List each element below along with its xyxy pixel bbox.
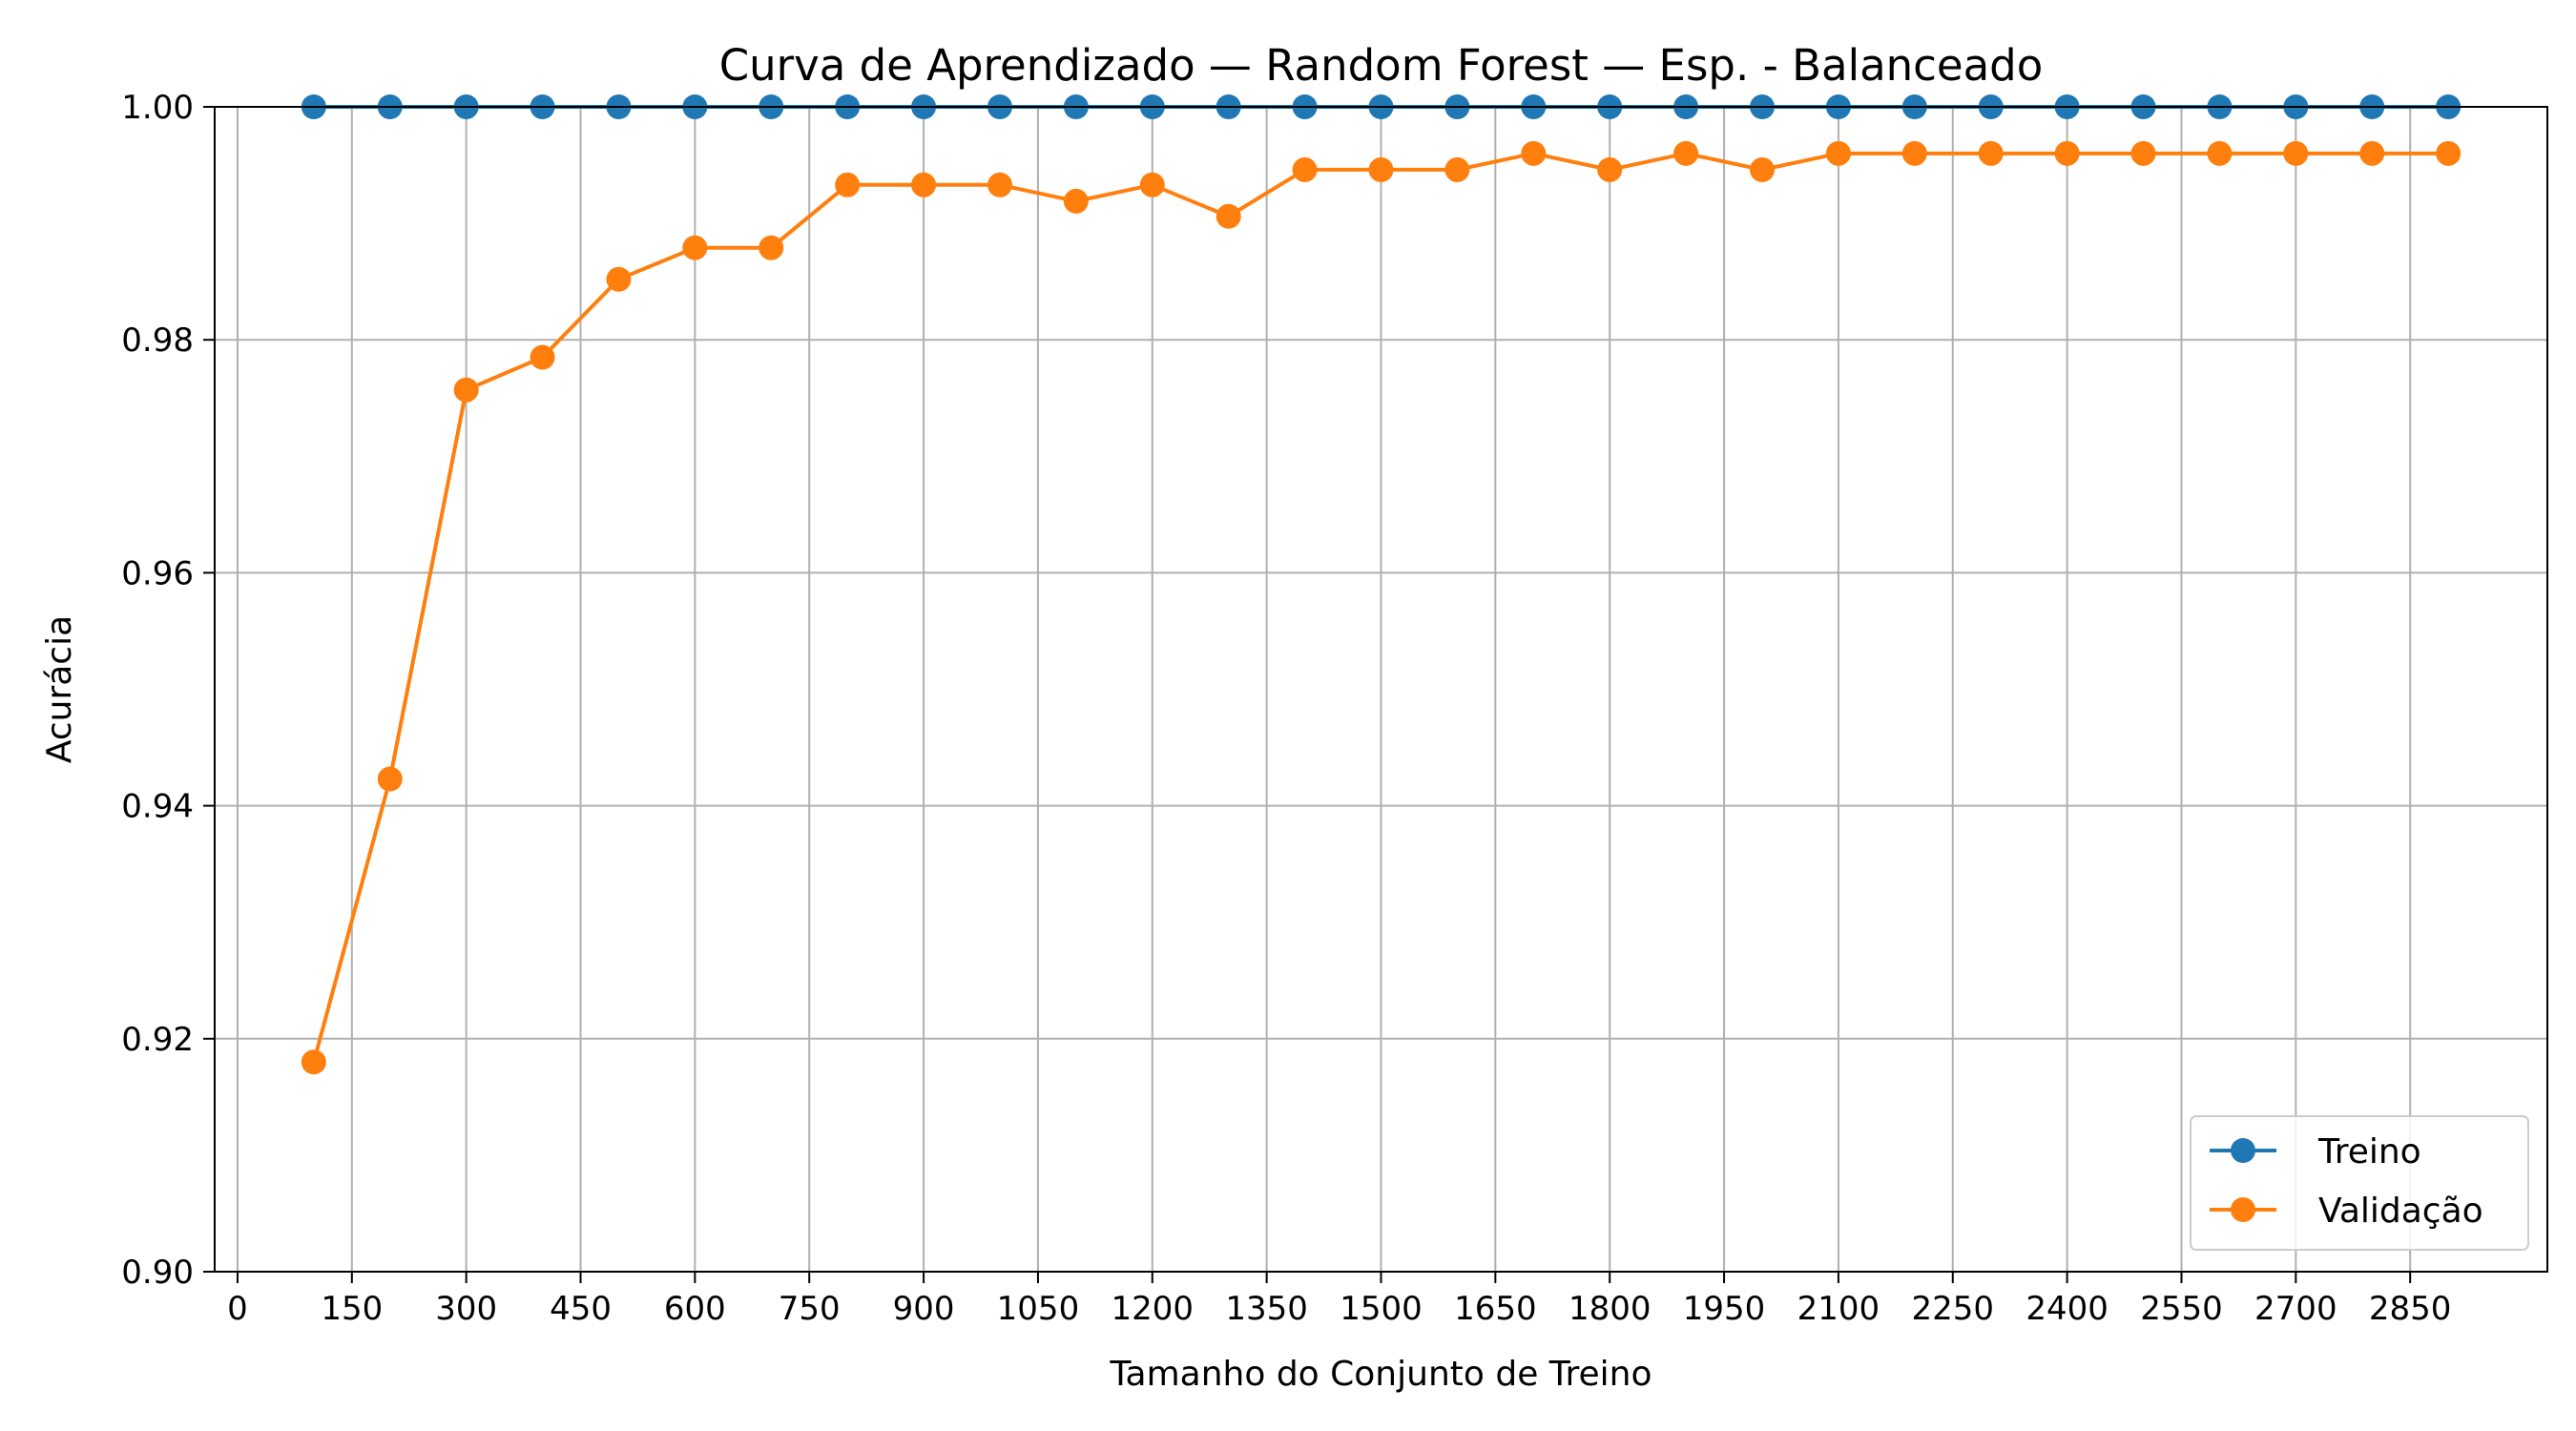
y-tick-label: 0.98: [121, 321, 194, 360]
legend-marker: [2231, 1197, 2255, 1222]
data-point: [301, 1049, 326, 1075]
data-point: [1292, 156, 1318, 182]
x-tick-label: 450: [550, 1290, 612, 1328]
data-point: [2283, 140, 2309, 166]
data-point: [1139, 172, 1165, 197]
data-point: [1597, 156, 1623, 182]
axis-ticks: 0 150 300 450 600 750 900 1050 1200 1350 1500 1650 1…: [121, 89, 2451, 1328]
x-tick-label: 300: [435, 1290, 497, 1328]
x-axis-label: Tamanho do Conjunto de Treino: [1110, 1355, 1652, 1394]
x-tick-label: 2850: [2369, 1290, 2452, 1328]
data-point: [530, 344, 555, 370]
x-tick-label: 2250: [1911, 1290, 1994, 1328]
x-tick-label: 0: [227, 1290, 248, 1328]
x-tick-label: 1650: [1454, 1290, 1537, 1328]
legend-label: Validação: [2318, 1192, 2483, 1231]
data-point: [606, 266, 632, 292]
data-point: [1901, 140, 1927, 166]
x-tick-label: 600: [664, 1290, 726, 1328]
data-point: [682, 235, 708, 260]
data-point: [2436, 140, 2462, 166]
legend-item: Validação: [2210, 1192, 2483, 1231]
data-point: [2207, 140, 2233, 166]
x-tick-label: 1950: [1683, 1290, 1766, 1328]
data-point: [835, 172, 861, 197]
data-point: [2130, 140, 2156, 166]
x-tick-label: 1350: [1225, 1290, 1308, 1328]
data-point: [1825, 140, 1851, 166]
data-point: [377, 766, 403, 792]
data-point: [2359, 140, 2385, 166]
y-tick-label: 1.00: [121, 89, 194, 127]
x-tick-label: 2100: [1797, 1290, 1880, 1328]
y-tick-label: 0.92: [121, 1021, 194, 1059]
legend-label: Treino: [2317, 1132, 2421, 1172]
data-point: [1673, 140, 1699, 166]
data-point: [1750, 156, 1776, 182]
data-point: [1063, 188, 1089, 214]
data-point: [1444, 156, 1470, 182]
data-point: [911, 172, 937, 197]
y-tick-label: 0.90: [121, 1254, 194, 1292]
data-point: [1368, 156, 1394, 182]
x-tick-label: 1500: [1340, 1290, 1423, 1328]
x-tick-label: 750: [779, 1290, 841, 1328]
x-tick-label: 900: [893, 1290, 955, 1328]
legend-marker: [2231, 1138, 2255, 1163]
data-point: [1215, 203, 1241, 229]
x-tick-label: 2400: [2025, 1290, 2109, 1328]
y-tick-label: 0.96: [121, 554, 194, 592]
x-tick-label: 1200: [1111, 1290, 1195, 1328]
x-tick-label: 2550: [2140, 1290, 2223, 1328]
data-point: [1521, 140, 1547, 166]
data-point: [1978, 140, 2004, 166]
y-tick-label: 0.94: [121, 788, 194, 826]
chart-title: Curva de Aprendizado — Random Forest — E…: [719, 40, 2044, 91]
series-validacao: [301, 140, 2462, 1075]
x-tick-label: 1050: [997, 1290, 1080, 1328]
data-point: [987, 172, 1012, 197]
legend: Treino Validação: [2190, 1115, 2529, 1251]
legend-item: Treino: [2210, 1132, 2421, 1172]
x-tick-label: 1800: [1568, 1290, 1652, 1328]
data-point: [453, 377, 479, 403]
data-point: [2054, 140, 2080, 166]
y-axis-label: Acurácia: [40, 615, 79, 763]
x-tick-label: 150: [321, 1290, 383, 1328]
data-point: [758, 235, 784, 260]
x-tick-label: 2700: [2254, 1290, 2337, 1328]
